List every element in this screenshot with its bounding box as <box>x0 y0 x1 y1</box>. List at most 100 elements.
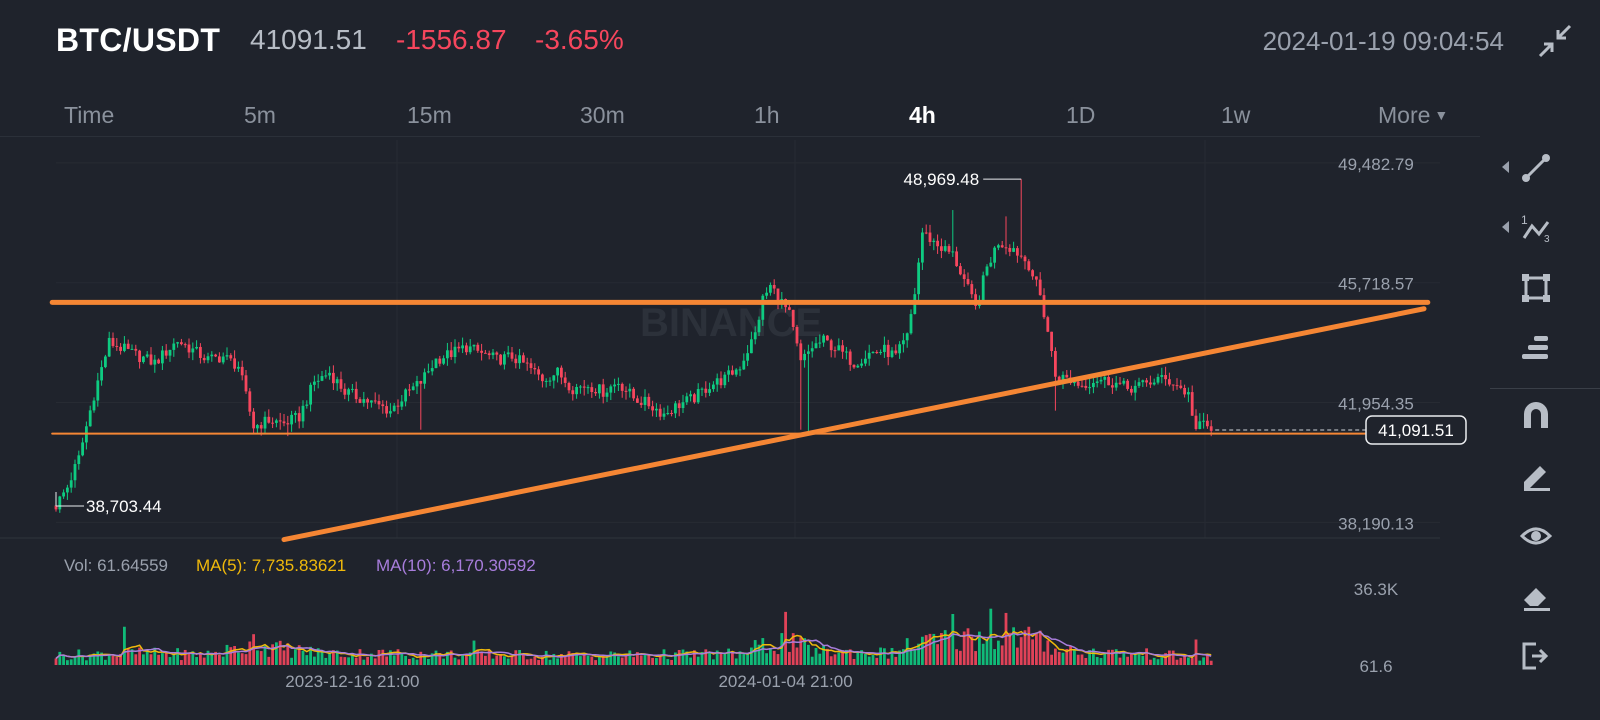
volume-bar <box>153 647 157 665</box>
candle <box>860 363 863 366</box>
volume-bar <box>244 654 248 665</box>
candle <box>746 353 749 361</box>
volume-bar <box>617 656 620 665</box>
candle <box>229 355 233 359</box>
candle <box>620 383 624 391</box>
candle <box>753 332 757 340</box>
candle <box>544 380 548 382</box>
volume-bar <box>180 660 183 665</box>
candle <box>1164 375 1167 380</box>
volume-bar <box>313 656 316 665</box>
candle <box>461 345 464 349</box>
ma5-label: MA(5): 7,735.83621 <box>196 556 346 575</box>
tab-30m[interactable]: 30m <box>580 102 625 128</box>
tab-time[interactable]: Time <box>64 102 115 128</box>
volume-bar <box>233 646 236 665</box>
candle <box>278 420 282 422</box>
volume-bar <box>1073 648 1076 665</box>
volume-bar <box>263 645 267 665</box>
tab-1w[interactable]: 1w <box>1221 102 1251 128</box>
volume-bar <box>723 652 727 665</box>
volume-bar <box>560 654 563 665</box>
tab-1d[interactable]: 1D <box>1066 102 1096 128</box>
candle <box>742 360 746 370</box>
candle <box>693 394 696 403</box>
rectangle-tool[interactable] <box>1510 268 1562 308</box>
candle <box>1179 385 1183 388</box>
pair-symbol[interactable]: BTC/USDT <box>56 22 221 58</box>
candle <box>772 284 776 289</box>
chart-grid <box>0 140 1440 539</box>
candle <box>1126 380 1129 389</box>
volume-bar <box>871 654 875 665</box>
volume-bar <box>115 656 119 665</box>
volume-bar <box>434 650 438 665</box>
magnet-icon <box>1524 402 1548 428</box>
tab-15m[interactable]: 15m <box>407 102 452 128</box>
expand-arrow-icon <box>1502 221 1509 233</box>
rectangle-icon <box>1522 274 1550 302</box>
volume-bar <box>776 654 780 665</box>
tab-more[interactable]: More ▼ <box>1378 102 1449 128</box>
candle <box>1118 382 1122 384</box>
volume-bar <box>1019 637 1023 665</box>
eraser-tool[interactable] <box>1510 576 1562 616</box>
candle <box>586 387 590 389</box>
svg-text:3: 3 <box>1544 234 1550 244</box>
volume-bar <box>1187 657 1190 665</box>
volume-bar <box>1035 632 1038 665</box>
volume-bar <box>438 652 442 665</box>
candle <box>788 307 791 310</box>
trend-line-tool[interactable] <box>1502 148 1562 188</box>
candle <box>73 464 77 481</box>
volume-bar <box>757 644 761 665</box>
candle <box>389 411 392 414</box>
price-axis-label: 45,718.57 <box>1338 275 1414 294</box>
candle <box>259 425 263 429</box>
volume-bar <box>1092 648 1095 665</box>
candle <box>58 496 62 510</box>
tab-5m[interactable]: 5m <box>244 102 276 128</box>
volume-bar <box>370 653 373 665</box>
volume-bar <box>917 643 920 665</box>
candle <box>183 344 187 346</box>
tab-1h[interactable]: 1h <box>754 102 780 128</box>
candle <box>244 375 248 392</box>
volume-bar <box>575 652 578 665</box>
candle <box>157 359 160 364</box>
magnet-tool[interactable] <box>1510 396 1562 436</box>
interval-tabs: Time 5m 15m 30m 1h 4h 1D 1w More ▼ <box>0 96 1480 137</box>
exit-tool[interactable] <box>1510 636 1562 676</box>
candle <box>677 403 681 409</box>
candle <box>271 422 274 424</box>
candle <box>590 387 594 393</box>
volume-bar <box>256 650 259 665</box>
candle <box>282 421 286 424</box>
volume-bar <box>978 631 981 665</box>
candle <box>689 394 692 397</box>
eye-tool[interactable] <box>1510 516 1562 556</box>
candle <box>164 350 168 356</box>
volume-bar <box>328 652 331 665</box>
candle <box>294 413 297 415</box>
volume-bar <box>799 637 803 665</box>
candle <box>924 232 928 234</box>
candle <box>480 350 483 353</box>
brush-tool[interactable] <box>1510 456 1562 496</box>
candle <box>438 358 442 364</box>
candle <box>472 344 476 347</box>
candle <box>1095 381 1099 383</box>
low-price-label: 38,703.44 <box>86 497 162 516</box>
candle <box>267 416 271 423</box>
candle <box>111 337 115 346</box>
volume-bar <box>955 649 958 665</box>
indicator-tool[interactable] <box>1510 328 1562 368</box>
candlestick-chart[interactable]: BINANCE 49,482.79 45,718.57 41,954.35 38,19… <box>0 140 1480 700</box>
volume-bar <box>981 643 985 665</box>
collapse-fullscreen-icon[interactable] <box>1538 24 1572 58</box>
candle <box>829 340 833 351</box>
candle <box>715 378 719 385</box>
tab-4h[interactable]: 4h <box>909 102 936 128</box>
candle <box>765 292 768 296</box>
